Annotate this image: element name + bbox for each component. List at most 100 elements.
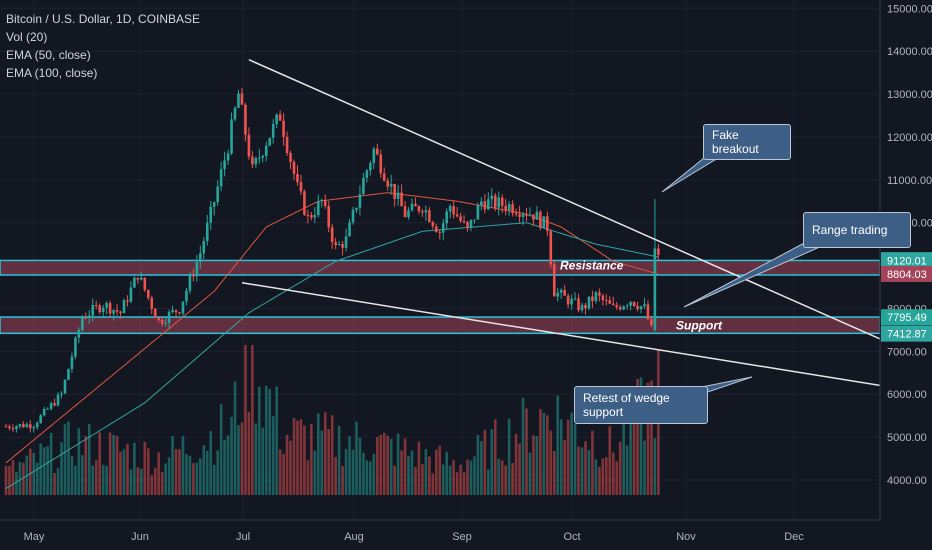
time-tick-label: Dec [784,531,804,543]
volume-bar [230,416,233,495]
candle [573,292,577,301]
volume-bar [556,395,560,495]
volume-bar [396,433,400,495]
range-trading-callout[interactable]: Range trading [803,212,911,248]
candle [192,268,195,282]
candle [410,198,414,212]
candle [355,207,358,214]
candle-body [507,204,511,211]
candle [317,194,320,218]
candle [49,401,53,411]
candle-body [466,221,469,228]
candle [601,293,605,306]
candle [639,305,643,314]
fake-breakout-callout[interactable]: Fake breakout [703,124,791,160]
candle [518,205,521,223]
volume-bar [375,437,379,495]
candle [490,188,494,208]
volume-bar [386,435,389,495]
candle-body [552,264,556,297]
retest-callout[interactable]: Retest of wedge support [574,386,708,424]
symbol-title[interactable]: Bitcoin / U.S. Dollar, 1D, COINBASE [6,12,201,26]
candle-body [81,317,84,330]
candle [594,290,598,304]
volume-bar [185,454,188,495]
candle-body [448,206,452,212]
candle-body [622,306,625,310]
candle [337,240,341,246]
volume-bar [348,436,351,495]
candle-body [56,394,60,406]
volume-bar [601,458,605,495]
volume-bar [379,434,383,495]
volume-bar [476,434,480,495]
candle-body [521,214,525,217]
candle [11,424,15,432]
candle-body [556,292,560,297]
volume-bar [480,441,483,495]
candle [209,201,213,230]
candle-body [327,205,331,228]
volume-bar [105,465,108,495]
candle [622,305,625,311]
volume-bar [192,463,195,495]
volume-bar [136,467,140,495]
candle-body [129,287,133,302]
candle [532,214,535,227]
candle-body [261,156,265,158]
volume-bar [525,408,528,495]
candle [223,151,226,177]
ema50-indicator-label[interactable]: EMA (50, close) [6,48,91,62]
candle [303,189,306,217]
candle [580,302,584,313]
candle-body [35,423,39,428]
time-tick-label: Jul [236,531,250,543]
candle [119,310,122,319]
candle [299,174,303,196]
price-tick-label: 15000.00 [887,3,932,15]
candle [434,223,438,233]
volume-bar [504,465,507,495]
volume-bar [625,445,629,495]
candle-body [320,199,324,202]
candle-body [497,197,501,208]
volume-bar [497,458,501,495]
candle [549,229,553,269]
candle-body [580,304,584,311]
volume-bar [615,461,619,495]
price-tick-label: 5000.00 [887,432,927,444]
candle-body [532,214,535,220]
volume-bar [94,460,98,495]
price-tag: 9120.01 [881,252,932,269]
volume-indicator-label[interactable]: Vol (20) [6,30,48,44]
candle [591,290,594,309]
candle-body [480,201,483,206]
ema100-indicator-label[interactable]: EMA (100, close) [6,66,98,80]
candle [629,301,632,311]
candle [570,294,573,310]
candle-body [500,197,504,206]
candle-body [60,393,63,395]
candle [653,199,657,333]
candle-body [74,337,77,357]
time-tick-label: Sep [452,531,472,543]
candle-body [28,424,32,429]
candle-body [573,298,577,300]
candle [143,277,147,292]
candle [105,301,108,315]
volume-bar [403,438,407,495]
volume-bar [487,469,490,495]
volume-bar [514,433,518,495]
chart-legend: Bitcoin / U.S. Dollar, 1D, COINBASE Vol … [6,10,200,82]
ema100-line [5,222,659,490]
candle [60,391,63,399]
candle [577,293,580,313]
candle [226,149,230,166]
volume-bar [330,415,334,495]
candle [362,172,365,195]
price-tag-bg [881,325,932,342]
time-tick-label: Nov [676,531,696,543]
candle-body [70,356,74,369]
candle-body [434,226,438,232]
